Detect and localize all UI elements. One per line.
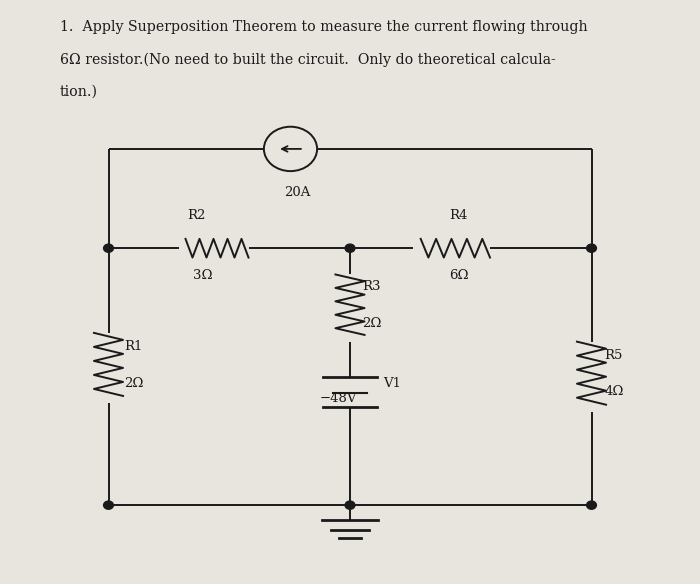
Text: 3Ω: 3Ω [193,269,213,281]
Text: V1: V1 [384,377,402,390]
Text: R1: R1 [124,340,142,353]
Text: 6Ω: 6Ω [449,269,468,281]
Text: 4Ω: 4Ω [604,385,624,398]
Text: R5: R5 [604,349,622,362]
Circle shape [104,501,113,509]
Text: 2Ω: 2Ω [363,317,382,330]
Circle shape [587,501,596,509]
Circle shape [345,501,355,509]
Text: R4: R4 [449,209,468,222]
Text: 2Ω: 2Ω [124,377,144,390]
Circle shape [345,244,355,252]
Text: −48V: −48V [320,392,358,405]
Text: R2: R2 [187,209,205,222]
Text: 1.  Apply Superposition Theorem to measure the current flowing through: 1. Apply Superposition Theorem to measur… [60,20,587,34]
Text: 6Ω resistor.(No need to built the circuit.  Only do theoretical calcula-: 6Ω resistor.(No need to built the circui… [60,53,555,67]
Text: R3: R3 [363,280,381,293]
Circle shape [587,244,596,252]
Text: 20A: 20A [284,186,311,199]
Text: tion.): tion.) [60,85,97,99]
Circle shape [104,244,113,252]
